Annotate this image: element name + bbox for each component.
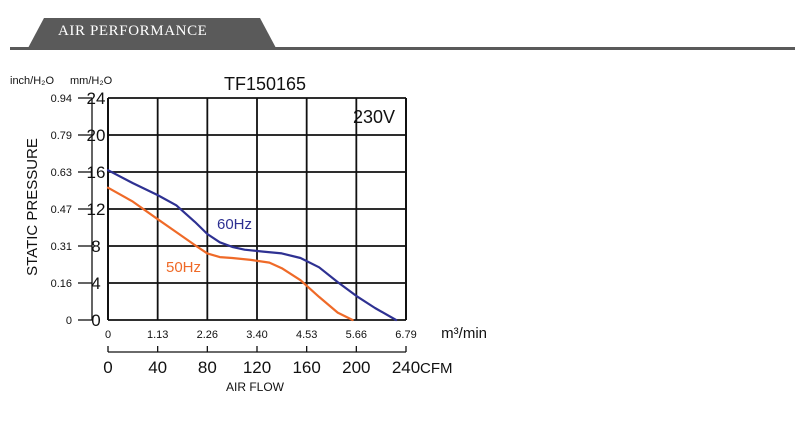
x-tick-label-cfm: 160: [292, 358, 320, 377]
y-tick-label-mm: 12: [87, 200, 106, 219]
x-tick-label-cfm: 120: [243, 358, 271, 377]
y-tick-label-inch: 0.79: [51, 130, 72, 142]
section-banner: AIR PERFORMANCE: [0, 0, 805, 60]
x-tick-label-cfm: 40: [148, 358, 167, 377]
y-tick-label-mm: 4: [91, 274, 100, 293]
series-label-50hz: 50Hz: [166, 259, 201, 276]
y-tick-label-inch: 0.94: [51, 93, 72, 105]
y-tick-label-inch: 0.16: [51, 278, 72, 290]
y-unit-inch: inch/H₂O: [10, 75, 54, 87]
y-tick-label-inch: 0: [66, 315, 72, 327]
y-tick-label-mm: 8: [91, 237, 100, 256]
section-title: AIR PERFORMANCE: [58, 23, 208, 39]
x-tick-label-m3: 4.53: [296, 329, 317, 341]
y-tick-label-mm: 20: [87, 126, 106, 145]
chart-series: 60Hz 50Hz: [106, 169, 398, 322]
series-line-50hz: [106, 186, 354, 322]
x-tick-label-m3: 5.66: [346, 329, 367, 341]
voltage-label: 230V: [353, 107, 395, 127]
y-tick-label-mm: 24: [87, 89, 106, 108]
chart-grid: [107, 97, 407, 321]
y-tick-label-mm: 0: [91, 311, 100, 330]
y-tick-label-mm: 16: [87, 163, 106, 182]
series-label-60hz: 60Hz: [217, 216, 252, 233]
y-tick-label-inch: 0.47: [51, 204, 72, 216]
y-tick-label-inch: 0.31: [51, 241, 72, 253]
x-tick-label-m3: 0: [105, 329, 111, 341]
section-tab: [28, 18, 276, 48]
x-tick-label-m3: 3.40: [246, 329, 267, 341]
x-tick-label-cfm: 80: [198, 358, 217, 377]
x-unit-metric: m³/min: [441, 325, 487, 342]
x-tick-label-cfm: 240: [392, 358, 420, 377]
x-tick-label-cfm: 0: [103, 358, 112, 377]
x-axis-label: AIR FLOW: [226, 380, 285, 394]
y-unit-mm: mm/H₂O: [70, 75, 113, 87]
series-line-60hz: [106, 169, 398, 322]
chart-title: TF150165: [224, 74, 306, 94]
y-axis-label: STATIC PRESSURE: [24, 138, 41, 276]
x-unit-imperial: CFM: [420, 360, 453, 377]
x-tick-label-cfm: 200: [342, 358, 370, 377]
section-divider: [10, 47, 795, 50]
x-tick-label-m3: 6.79: [395, 329, 416, 341]
x-tick-label-m3: 2.26: [197, 329, 218, 341]
x-tick-label-m3: 1.13: [147, 329, 168, 341]
y-tick-label-inch: 0.63: [51, 167, 72, 179]
